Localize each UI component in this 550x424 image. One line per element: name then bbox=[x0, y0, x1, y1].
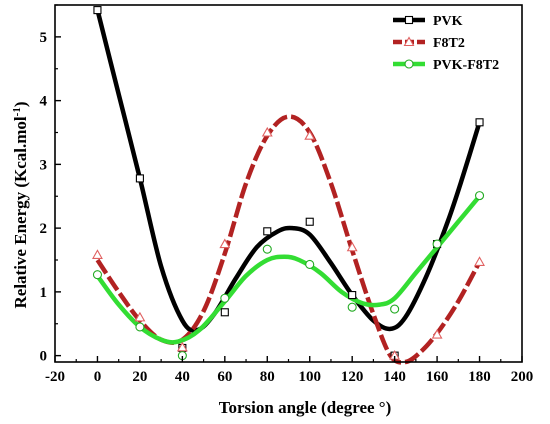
y-tick-label: 0 bbox=[40, 349, 48, 365]
y-tick-label: 4 bbox=[40, 94, 48, 110]
data-point-pvk-f8t2 bbox=[135, 322, 145, 332]
y-axis-title-end: ) bbox=[11, 102, 30, 108]
legend: PVK F8T2 PVK-F8T2 bbox=[393, 14, 499, 73]
x-tick-label: 180 bbox=[468, 369, 491, 385]
y-axis-title-main: Relative Energy (Kcal.mol bbox=[11, 116, 30, 308]
data-point-pvk bbox=[220, 308, 229, 317]
y-axis-title: Relative Energy (Kcal.mol-1) bbox=[11, 102, 30, 309]
data-point-pvk-f8t2 bbox=[305, 259, 315, 270]
series-curves bbox=[95, 7, 482, 365]
data-point-f8t2 bbox=[474, 256, 485, 266]
y-tick-label: 5 bbox=[40, 30, 48, 46]
x-tick-label: -20 bbox=[45, 369, 65, 385]
data-point-pvk bbox=[263, 227, 272, 236]
data-point-f8t2 bbox=[92, 249, 103, 259]
legend-label-pvk: PVK bbox=[433, 14, 463, 29]
data-point-pvk bbox=[348, 291, 357, 300]
data-point-f8t2 bbox=[219, 238, 231, 249]
x-axis-title: Torsion angle (degree °) bbox=[219, 398, 392, 417]
x-tick-label: 140 bbox=[383, 369, 406, 385]
legend-marker-f8t2 bbox=[403, 36, 415, 47]
y-tick-label: 2 bbox=[40, 221, 48, 237]
data-point-pvk-f8t2 bbox=[390, 304, 400, 314]
data-point-pvk-f8t2 bbox=[92, 270, 103, 280]
axes: -20 0 20 40 60 80 100 120 140 160 180 200 0 1 2 3 4 5 bbox=[40, 4, 534, 385]
data-point-pvk bbox=[93, 6, 102, 15]
data-point-pvk-f8t2 bbox=[220, 293, 230, 303]
y-tick-label: 3 bbox=[40, 157, 48, 173]
data-point-f8t2 bbox=[431, 328, 443, 339]
data-point-pvk-f8t2 bbox=[262, 244, 272, 254]
data-point-f8t2 bbox=[261, 126, 273, 137]
data-point-f8t2 bbox=[134, 311, 146, 322]
x-tick-label: 80 bbox=[260, 369, 275, 385]
x-tick-label: 0 bbox=[94, 369, 102, 385]
series-line-pvk bbox=[95, 7, 482, 333]
data-point-pvk bbox=[305, 217, 314, 226]
x-tick-label: 60 bbox=[217, 369, 232, 385]
data-point-pvk-f8t2 bbox=[432, 239, 442, 249]
legend-marker-pvk bbox=[404, 15, 414, 25]
data-point-pvk-f8t2 bbox=[474, 191, 485, 201]
data-point-f8t2 bbox=[176, 341, 188, 352]
series-line-pvk-f8t2 bbox=[95, 193, 482, 345]
data-point-f8t2 bbox=[304, 130, 316, 140]
x-tick-label: 160 bbox=[426, 369, 449, 385]
legend-label-pvk-f8t2: PVK-F8T2 bbox=[433, 58, 499, 73]
y-tick-label: 1 bbox=[40, 285, 48, 301]
x-tick-label: 120 bbox=[341, 369, 364, 385]
legend-label-f8t2: F8T2 bbox=[433, 36, 465, 51]
x-tick-label: 40 bbox=[175, 369, 190, 385]
data-point-pvk bbox=[475, 118, 484, 127]
legend-marker-pvk-f8t2 bbox=[404, 59, 414, 69]
series-markers bbox=[92, 6, 485, 361]
data-point-pvk-f8t2 bbox=[347, 302, 357, 312]
y-axis-title-superscript: -1 bbox=[11, 107, 23, 116]
x-tick-label: 200 bbox=[511, 369, 534, 385]
x-tick-label: 100 bbox=[298, 369, 321, 385]
x-tick-label: 20 bbox=[132, 369, 147, 385]
data-point-pvk bbox=[135, 174, 144, 183]
data-point-f8t2 bbox=[346, 241, 358, 252]
